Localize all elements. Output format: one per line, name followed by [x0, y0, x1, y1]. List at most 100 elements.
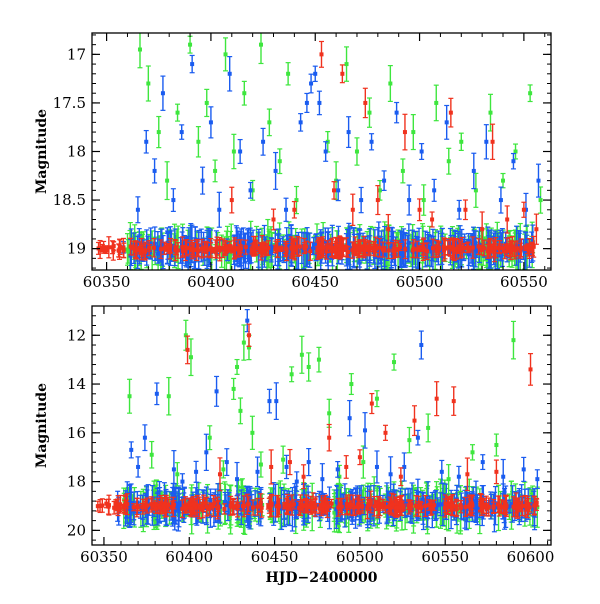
red-data-point — [430, 212, 435, 227]
blue-data-point — [407, 185, 412, 215]
x-tick-label: 60500 — [396, 273, 444, 291]
x-tick-label: 60500 — [336, 548, 384, 566]
red-data-point — [269, 450, 274, 484]
red-baseline-point — [379, 502, 384, 507]
blue-data-point — [419, 331, 424, 359]
blue-data-point — [208, 107, 213, 138]
green-data-point — [511, 321, 516, 358]
green-data-point — [137, 31, 142, 67]
green-data-point — [281, 446, 286, 473]
green-data-point — [501, 174, 506, 188]
green-data-point — [388, 66, 393, 102]
green-data-point — [242, 81, 247, 105]
green-data-point — [149, 442, 154, 468]
green-data-point — [316, 347, 321, 372]
green-data-point — [146, 66, 151, 101]
blue-data-point — [298, 114, 303, 131]
blue-data-point — [171, 451, 176, 489]
green-data-point — [127, 379, 132, 413]
green-data-point — [327, 399, 332, 427]
y-tick-label: 17 — [67, 45, 86, 63]
x-tick-label: 60350 — [83, 273, 131, 291]
red-data-point — [340, 65, 345, 83]
x-tick-label: 60600 — [507, 548, 555, 566]
blue-data-point — [444, 105, 449, 139]
green-data-point — [354, 138, 359, 165]
blue-data-point — [359, 187, 364, 212]
blue-data-point — [217, 192, 222, 227]
red-data-point — [417, 199, 422, 221]
y-tick-label: 17.5 — [53, 94, 86, 112]
x-tick-label: 60400 — [165, 548, 213, 566]
blue-data-point — [160, 76, 165, 110]
top-panel-y-axis-label: Magnitude — [34, 109, 50, 194]
y-tick-label: 18 — [67, 473, 86, 491]
red-data-point — [505, 206, 510, 233]
green-data-point — [299, 336, 304, 373]
green-data-point — [407, 428, 412, 453]
green-data-point — [344, 47, 349, 81]
red-data-point — [350, 194, 355, 225]
red-data-point — [451, 387, 456, 415]
x-tick-label: 60450 — [251, 548, 299, 566]
blue-data-point — [238, 140, 243, 164]
blue-data-point — [382, 171, 387, 190]
bottom-panel-marks — [95, 310, 540, 535]
blue-data-point — [521, 457, 526, 481]
green-data-point — [231, 134, 236, 168]
blue-data-point — [304, 93, 309, 112]
green-data-point — [306, 353, 311, 381]
green-data-point — [374, 391, 379, 407]
green-data-point — [188, 36, 193, 53]
red-baseline-point — [187, 502, 192, 508]
red-data-point — [327, 424, 332, 450]
blue-data-point — [136, 457, 141, 477]
green-data-point — [289, 367, 294, 382]
blue-data-point — [273, 153, 278, 190]
red-data-point — [448, 98, 453, 127]
blue-data-point — [535, 470, 540, 489]
blue-data-point — [394, 103, 399, 123]
blue-data-point — [309, 74, 314, 93]
blue-data-point — [267, 389, 272, 413]
blue-data-point — [432, 179, 437, 201]
blue-data-point — [144, 131, 149, 153]
x-tick-label: 60550 — [421, 548, 469, 566]
green-data-point — [258, 26, 263, 64]
blue-data-point — [190, 55, 195, 72]
blue-data-point — [154, 383, 159, 405]
blue-data-point — [363, 413, 368, 448]
green-data-point — [426, 414, 431, 442]
green-data-point — [434, 85, 439, 121]
red-data-point — [434, 382, 439, 416]
blue-data-point — [227, 57, 232, 91]
blue-data-point — [306, 449, 311, 476]
x-tick-label: 60550 — [500, 273, 548, 291]
red-data-point — [534, 214, 539, 244]
green-data-point — [267, 109, 272, 136]
green-data-point — [175, 463, 180, 486]
green-data-point — [392, 354, 397, 370]
blue-data-point — [347, 401, 352, 436]
red-baseline-point — [523, 245, 528, 250]
green-data-point — [349, 374, 354, 395]
blue-data-point — [484, 125, 489, 159]
bottom-panel-y-axis-label: Magnitude — [34, 383, 50, 468]
green-data-point — [207, 426, 212, 450]
blue-data-point — [317, 91, 322, 114]
blue-data-point — [320, 464, 325, 495]
green-data-point — [241, 325, 246, 360]
blue-data-point — [152, 159, 157, 183]
blue-data-point — [480, 455, 485, 470]
red-data-point — [528, 354, 533, 386]
blue-data-point — [194, 461, 199, 482]
green-data-point — [361, 446, 366, 478]
blue-data-point — [419, 144, 424, 160]
green-data-point — [175, 104, 180, 121]
y-tick-label: 16 — [67, 424, 86, 442]
y-tick-label: 20 — [67, 521, 86, 539]
blue-data-point — [284, 198, 289, 221]
